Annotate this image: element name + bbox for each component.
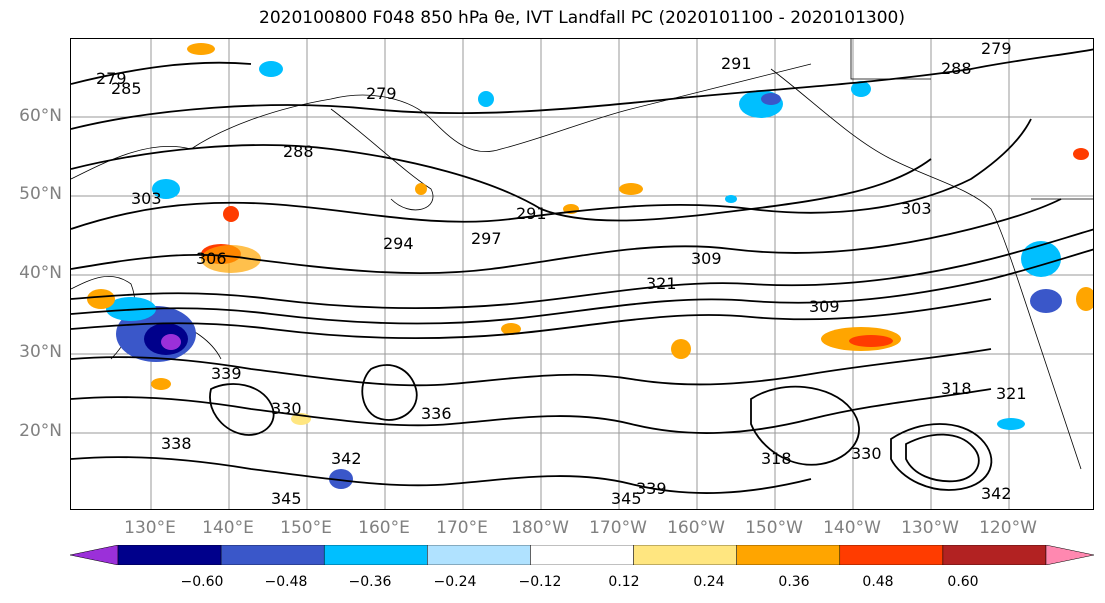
colorbar-tick: 0.24 (693, 574, 725, 590)
lon-label: 130°W (901, 518, 959, 538)
contour-label: 345 (271, 489, 302, 508)
contour-label: 288 (283, 142, 314, 161)
contour-label: 279 (96, 69, 127, 88)
contour-label: 318 (941, 379, 972, 398)
contour-label: 294 (383, 234, 414, 253)
contour-label: 336 (421, 404, 452, 423)
lon-label: 160°E (358, 518, 410, 538)
contour-label: 338 (161, 434, 192, 453)
contour-label: 279 (981, 39, 1012, 58)
colorbar-tick: 0.60 (947, 574, 979, 590)
anomaly-fills (87, 43, 1093, 489)
colorbar-extend-low (70, 545, 119, 565)
contour-label: 306 (196, 249, 227, 268)
colorbar-tick: −0.24 (433, 574, 477, 590)
colorbar-cell (530, 545, 634, 565)
contour-label: 303 (131, 189, 162, 208)
lat-label: 20°N (19, 421, 62, 441)
lon-label: 120°W (979, 518, 1037, 538)
colorbar-cell (633, 545, 737, 565)
lon-label: 160°W (667, 518, 725, 538)
colorbar-tick: 0.36 (778, 574, 810, 590)
contour-label: 309 (809, 297, 840, 316)
contour-label: 303 (901, 199, 932, 218)
contour-label: 321 (646, 274, 677, 293)
lon-label: 140°E (202, 518, 254, 538)
contour-label: 291 (721, 54, 752, 73)
colorbar-tick: −0.12 (518, 574, 562, 590)
contour-labels: 279 285 279 288 291 294 297 291 288 279 … (96, 39, 1027, 508)
lon-label: 170°W (589, 518, 647, 538)
contour-label: 297 (471, 229, 502, 248)
contour-label: 342 (331, 449, 362, 468)
lon-label: 170°E (436, 518, 488, 538)
contour-label: 318 (761, 449, 792, 468)
colorbar-cell (942, 545, 1047, 565)
contour-label: 309 (691, 249, 722, 268)
colorbar (70, 545, 1094, 565)
lon-label: 150°E (280, 518, 332, 538)
graticule (71, 39, 1093, 509)
contour-label: 321 (996, 384, 1027, 403)
colorbar-tick: −0.48 (264, 574, 308, 590)
contour-label: 330 (271, 399, 302, 418)
colorbar-cell (323, 545, 428, 565)
lat-label: 40°N (19, 263, 62, 283)
contour-label: 345 (611, 489, 642, 508)
lon-label: 140°W (823, 518, 881, 538)
colorbar-tick: 0.48 (862, 574, 894, 590)
colorbar-cell (736, 545, 841, 565)
map-panel: 279 285 279 288 291 294 297 291 288 279 … (70, 38, 1094, 510)
contour-label: 330 (851, 444, 882, 463)
contour-label: 339 (636, 479, 667, 498)
colorbar-extend-high (1045, 545, 1094, 565)
theta-e-contours (71, 48, 1093, 494)
lat-label: 60°N (19, 106, 62, 126)
contour-label: 342 (981, 484, 1012, 503)
contour-label: 279 (366, 84, 397, 103)
colorbar-cell (117, 545, 222, 565)
colorbar-tick: −0.36 (348, 574, 392, 590)
lon-label: 150°W (745, 518, 803, 538)
contour-label: 288 (941, 59, 972, 78)
colorbar-cell (427, 545, 531, 565)
contour-label: 291 (516, 204, 547, 223)
lon-label: 130°E (124, 518, 176, 538)
lat-label: 50°N (19, 184, 62, 204)
colorbar-tick: −0.60 (180, 574, 224, 590)
contour-label: 339 (211, 364, 242, 383)
colorbar-cell (220, 545, 325, 565)
map-svg: 279 285 279 288 291 294 297 291 288 279 … (71, 39, 1093, 509)
contour-label: 285 (111, 79, 142, 98)
colorbar-tick: 0.12 (608, 574, 640, 590)
lat-label: 30°N (19, 342, 62, 362)
lon-label: 180°W (511, 518, 569, 538)
map-title: 2020100800 F048 850 hPa θe, IVT Landfall… (259, 8, 905, 28)
colorbar-cell (839, 545, 944, 565)
